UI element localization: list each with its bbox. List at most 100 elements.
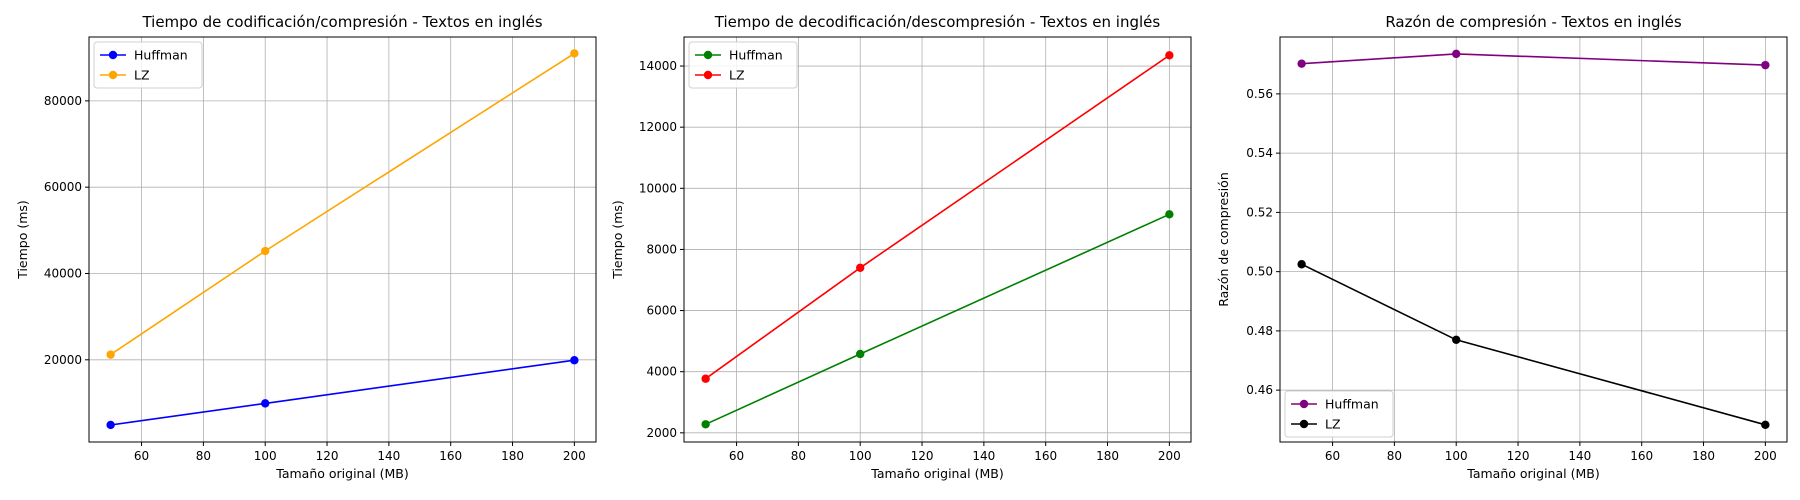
legend-label-huffman: Huffman [1325,397,1379,412]
chart-title: Razón de compresión - Textos en inglés [1385,13,1682,31]
x-tick-label: 100 [1445,449,1468,463]
series-line-lz [110,52,575,356]
chart-encoding-time: 60 80 100 120 140 160 180 200 20000 40000 60000 800… [15,13,597,481]
chart-title: Tiempo de codificación/compresión - Text… [141,13,542,31]
y-tick-label: 4000 [646,365,677,379]
y-tick-label: 12000 [639,120,677,134]
y-tick-label: 20000 [44,353,82,367]
x-tick-label: 80 [196,449,211,463]
legend-marker-lz [703,70,713,80]
series-line-lz [705,54,1170,380]
x-tick-label: 180 [1096,449,1119,463]
y-tick-label: 80000 [44,94,82,108]
data-point-huffman [570,356,579,365]
data-point-lz [1761,420,1770,430]
x-tick-label: 100 [254,449,277,463]
data-point-lz [106,350,115,359]
y-tick-label: 0.50 [1246,265,1273,279]
plot-area: 60 80 100 120 140 160 180 200 2000 4000 6000 8000 10… [639,36,1192,463]
legend-marker-huffman [108,50,118,60]
series-line-huffman [1301,53,1766,66]
x-tick-label: 140 [377,449,400,463]
data-point-huffman [701,420,710,429]
y-tick-label: 0.56 [1246,87,1273,101]
legend [688,41,798,89]
x-axis-label: Tamaño original (MB) [1466,466,1599,481]
legend-label-huffman: Huffman [729,48,783,63]
legend-box [688,41,798,89]
data-point-huffman [1297,59,1306,68]
data-point-lz [570,49,579,58]
legend-label-huffman: Huffman [134,48,188,63]
y-tick-label: 60000 [44,180,82,194]
plot-frame [1279,36,1788,443]
legend-label-lz: LZ [729,68,745,83]
legend-marker-lz [108,70,118,80]
legend-box [1284,390,1394,438]
legend-marker-huffman [703,50,713,60]
plot-area: 60 80 100 120 140 160 180 200 20000 40000 60000 800… [44,36,597,463]
chart-compression-ratio: 60 80 100 120 140 160 180 200 0.46 0.48 0.50 0.52 0.… [1216,13,1788,481]
series-line-huffman [705,213,1170,426]
y-tick-label: 14000 [639,59,677,73]
plot-frame [88,36,597,443]
y-tick-label: 2000 [646,426,677,440]
y-tick-label: 40000 [44,266,82,280]
x-tick-label: 160 [439,449,462,463]
legend-marker-lz [1299,419,1309,429]
x-tick-label: 180 [501,449,524,463]
data-point-lz [261,246,270,256]
series-line-huffman [110,359,575,426]
data-point-huffman [1452,49,1461,59]
data-point-lz [1297,260,1306,269]
x-tick-label: 120 [316,449,339,463]
legend-marker-huffman [1299,399,1309,409]
data-point-huffman [1761,60,1770,70]
data-point-lz [1165,51,1174,60]
plot-frame [683,36,1192,443]
y-tick-label: 10000 [639,181,677,195]
y-axis-label: Tiempo (ms) [610,200,625,280]
y-tick-label: 0.48 [1246,324,1273,338]
legend-box [93,41,203,89]
data-point-huffman [261,399,270,408]
x-tick-label: 80 [791,449,806,463]
x-tick-label: 200 [1754,449,1777,463]
x-tick-label: 120 [911,449,934,463]
chart-decoding-time: 60 80 100 120 140 160 180 200 2000 4000 6000 8000 10… [610,13,1192,481]
x-tick-label: 120 [1507,449,1530,463]
y-axis-label: Razón de compresión [1216,172,1231,307]
data-point-lz [701,374,710,383]
x-tick-label: 80 [1387,449,1402,463]
y-tick-label: 0.54 [1246,146,1273,160]
y-tick-label: 0.46 [1246,383,1273,397]
x-axis-label: Tamaño original (MB) [275,466,408,481]
x-tick-label: 140 [1568,449,1591,463]
y-tick-label: 6000 [646,304,677,318]
legend [93,41,203,89]
legend [1284,390,1394,438]
data-point-huffman [106,420,115,430]
x-axis-label: Tamaño original (MB) [870,466,1003,481]
legend-label-lz: LZ [134,68,150,83]
data-point-lz [856,263,865,272]
x-tick-label: 200 [563,449,586,463]
x-tick-label: 160 [1630,449,1653,463]
legend-label-lz: LZ [1325,417,1341,432]
x-tick-label: 60 [134,449,149,463]
x-tick-label: 140 [972,449,995,463]
data-point-huffman [1165,210,1174,219]
y-tick-label: 0.52 [1246,205,1273,219]
x-tick-label: 60 [729,449,744,463]
x-tick-label: 180 [1692,449,1715,463]
x-tick-label: 100 [849,449,872,463]
x-tick-label: 200 [1158,449,1181,463]
plot-area: 60 80 100 120 140 160 180 200 0.46 0.48 0.50 0.52 0.… [1246,36,1788,463]
x-tick-label: 160 [1034,449,1057,463]
data-point-huffman [856,349,865,359]
y-tick-label: 8000 [646,242,677,256]
y-axis-label: Tiempo (ms) [15,200,30,280]
data-point-lz [1452,335,1461,344]
x-tick-label: 60 [1325,449,1340,463]
